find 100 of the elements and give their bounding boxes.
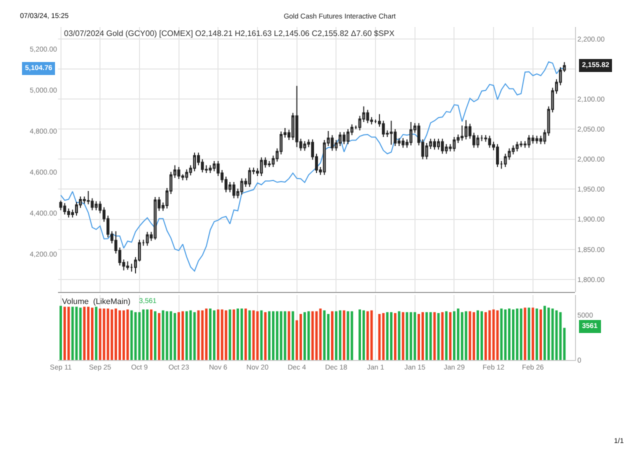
candlestick: [440, 138, 444, 154]
bar: [390, 312, 392, 360]
candlestick: [212, 160, 216, 172]
bar: [264, 312, 267, 360]
bar: [418, 314, 420, 360]
candlestick: [433, 138, 436, 150]
candlestick: [342, 132, 346, 145]
bar: [244, 308, 247, 360]
candlestick: [185, 168, 188, 181]
bar: [342, 310, 346, 360]
candlestick: [437, 138, 440, 150]
bar: [331, 311, 334, 360]
bar: [394, 313, 396, 360]
bar: [311, 311, 314, 360]
bar: [445, 311, 448, 360]
candlestick: [154, 196, 157, 240]
bar: [201, 310, 204, 360]
bar: [441, 312, 444, 360]
candlestick: [177, 166, 180, 180]
candlestick: [520, 140, 523, 148]
bar: [197, 310, 200, 360]
bar: [386, 312, 389, 360]
bar: [460, 312, 464, 360]
candlestick: [366, 109, 370, 124]
bar: [205, 308, 208, 360]
candlestick: [240, 178, 244, 196]
bar: [378, 314, 381, 360]
bar: [504, 309, 507, 360]
chart-subtitle: 03/07/2024 Gold (GCY00) [COMEX] O2,148.21 H2,161.63 L2,145.06 C2,155.82 Δ7.60 $SPX: [64, 29, 396, 38]
bar: [480, 311, 483, 360]
bar: [468, 311, 472, 360]
bar: [338, 310, 342, 360]
candlestick: [59, 200, 62, 211]
bar: [520, 308, 522, 360]
bar: [488, 310, 491, 360]
bar: [547, 308, 550, 360]
bar: [551, 308, 554, 360]
bar: [174, 313, 176, 360]
candlestick: [232, 182, 236, 199]
bar: [516, 308, 518, 360]
candlestick: [94, 200, 98, 211]
bar: [146, 309, 149, 360]
bar: [71, 306, 74, 360]
candlestick: [476, 134, 480, 148]
bar: [292, 311, 294, 360]
bar: [402, 312, 404, 360]
candlestick: [146, 231, 149, 246]
bar: [212, 310, 216, 360]
bar: [87, 306, 90, 360]
bar: [185, 311, 188, 360]
bar: [410, 312, 412, 360]
bar: [110, 309, 114, 360]
bar: [248, 310, 251, 360]
bar: [449, 312, 452, 360]
bar: [323, 310, 326, 360]
candlestick: [528, 134, 530, 148]
candlestick: [208, 164, 212, 174]
bar: [240, 308, 243, 360]
candlestick: [390, 120, 393, 146]
bar: [126, 309, 129, 360]
line-series: [60, 61, 565, 272]
bar: [138, 312, 141, 360]
bar: [236, 308, 240, 360]
bar: [220, 309, 224, 360]
bar: [232, 309, 236, 360]
bar: [422, 312, 424, 360]
bar: [476, 310, 480, 360]
candlestick: [193, 152, 196, 172]
candlestick: [402, 138, 405, 148]
bar: [272, 311, 274, 360]
bar: [189, 310, 192, 360]
candlestick: [63, 202, 66, 215]
candlestick: [496, 144, 499, 168]
candlestick: [409, 121, 412, 146]
bar: [162, 310, 164, 360]
bar: [158, 313, 160, 360]
bar: [252, 310, 255, 360]
candlestick: [248, 167, 252, 188]
bar: [559, 312, 562, 360]
candlestick: [330, 134, 334, 152]
bar: [67, 306, 70, 360]
candlestick: [295, 85, 298, 148]
bar: [327, 314, 330, 360]
bar: [398, 311, 400, 360]
bar: [334, 311, 338, 360]
bar: [300, 314, 302, 360]
bar: [429, 312, 432, 360]
bar: [382, 313, 385, 360]
candlestick: [535, 135, 538, 144]
bar: [508, 308, 511, 360]
bar: [288, 311, 290, 360]
bar: [63, 306, 66, 360]
bar: [228, 309, 232, 360]
bar: [154, 311, 156, 360]
candlestick: [346, 128, 350, 145]
bar: [536, 308, 538, 360]
candlestick: [452, 136, 456, 152]
bar: [425, 312, 428, 360]
bar: [492, 309, 495, 360]
bar: [260, 310, 263, 360]
